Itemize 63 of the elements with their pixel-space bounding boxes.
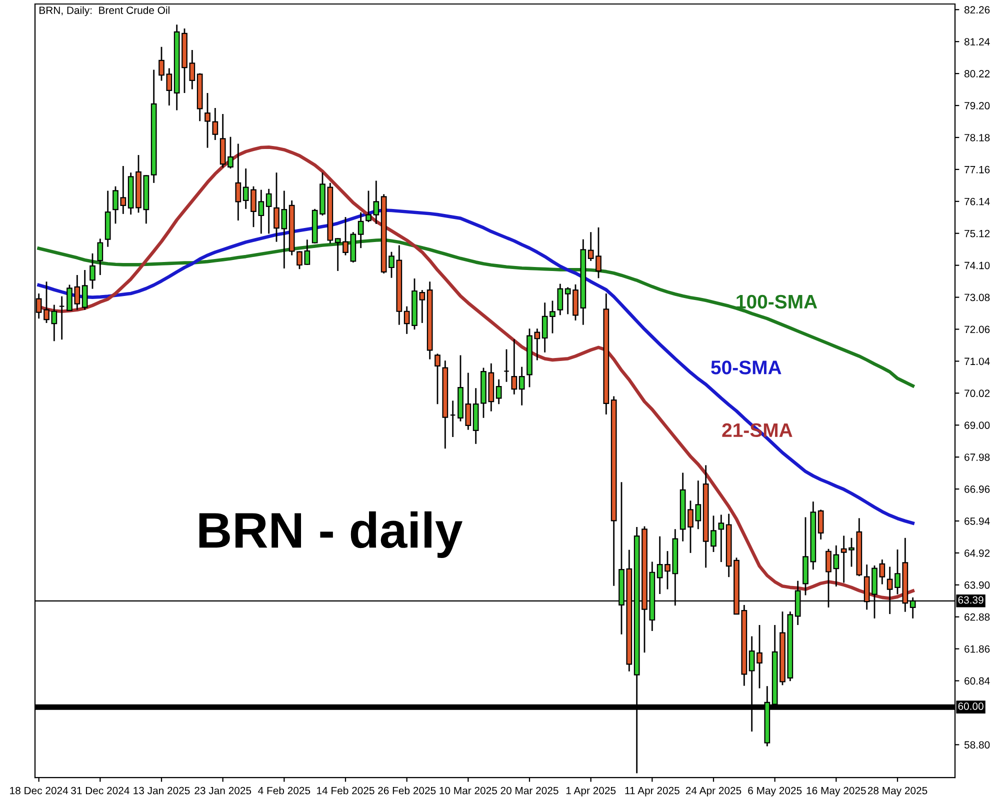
x-tick-label: 31 Dec 2024	[71, 786, 130, 794]
y-tick-label: 71.04	[964, 358, 990, 366]
candlestick	[518, 366, 525, 406]
y-tick-label: 62.88	[964, 613, 990, 621]
candlestick	[204, 92, 210, 149]
x-tick-label: 24 Apr 2025	[686, 786, 742, 796]
y-tick-label: 79.20	[964, 102, 990, 110]
line-series	[37, 238, 915, 388]
candlestick	[818, 509, 824, 540]
y-tick-label: 75.12	[964, 230, 990, 238]
candlestick	[450, 400, 456, 438]
x-tick-label: 13 Jan 2025	[134, 786, 190, 794]
x-tick-label: 1 Apr 2025	[566, 786, 616, 796]
x-tick-label: 18 Dec 2024	[10, 786, 68, 794]
x-tick-label: 26 Feb 2025	[378, 786, 436, 794]
y-tick-label: 58.80	[964, 741, 990, 749]
candlestick	[434, 352, 440, 405]
y-tick-label: 73.08	[964, 294, 990, 302]
x-tick-label: 10 Mar 2025	[440, 786, 497, 794]
y-tick-label: 66.96	[964, 486, 990, 493]
candlestick	[266, 188, 272, 234]
y-tick-label: 76.14	[964, 198, 990, 206]
x-tick-label: 28 May 2025	[868, 786, 928, 796]
y-tick-label: 74.10	[964, 262, 990, 270]
x-tick-label: 11 Apr 2025	[625, 786, 680, 796]
candlestick	[235, 143, 242, 222]
candlestick	[358, 212, 364, 249]
y-tick-label: 80.22	[964, 70, 990, 78]
candlestick	[718, 514, 724, 563]
y-tick-label: 63.90	[964, 581, 990, 589]
candlestick	[58, 296, 65, 340]
candlestick	[496, 378, 502, 405]
y-tick-label: 67.98	[964, 454, 990, 461]
y-tick-label: 81.24	[964, 38, 990, 46]
series-label: 50-SMA	[711, 360, 782, 374]
x-tick-label: 4 Feb 2025	[258, 786, 310, 794]
chart-title: BRN, Daily: Brent Crude Oil	[40, 6, 170, 16]
x-tick-label: 20 Mar 2025	[500, 786, 558, 794]
candlestick	[557, 283, 564, 316]
ref-line-label: 60.00	[958, 702, 984, 710]
y-tick-label: 61.86	[964, 645, 990, 653]
y-tick-label: 60.84	[964, 677, 990, 685]
candlestick	[90, 252, 96, 290]
y-tick-label: 70.02	[964, 390, 990, 398]
candlestick	[97, 238, 104, 276]
x-tick-label: 14 Feb 2025	[317, 786, 374, 794]
candlestick	[511, 338, 518, 396]
annotation: BRN - daily	[199, 511, 462, 558]
y-tick-label: 69.00	[964, 422, 990, 429]
y-tick-label: 65.94	[964, 517, 990, 525]
y-tick-label: 82.26	[964, 6, 990, 14]
candlestick	[82, 269, 88, 310]
candlestick	[212, 107, 218, 141]
x-tick-label: 6 May 2025	[748, 786, 802, 796]
x-tick-label: 23 Jan 2025	[194, 786, 252, 794]
y-tick-label: 78.18	[964, 134, 990, 142]
y-tick-label: 72.06	[964, 326, 990, 334]
series-label: 100-SMA	[736, 294, 818, 309]
y-tick-label: 77.16	[964, 166, 990, 174]
x-tick-label: 16 May 2025	[806, 786, 866, 796]
y-tick-label: 64.92	[964, 549, 990, 557]
ref-line-label: 63.39	[958, 596, 984, 604]
candlestick	[504, 348, 510, 383]
